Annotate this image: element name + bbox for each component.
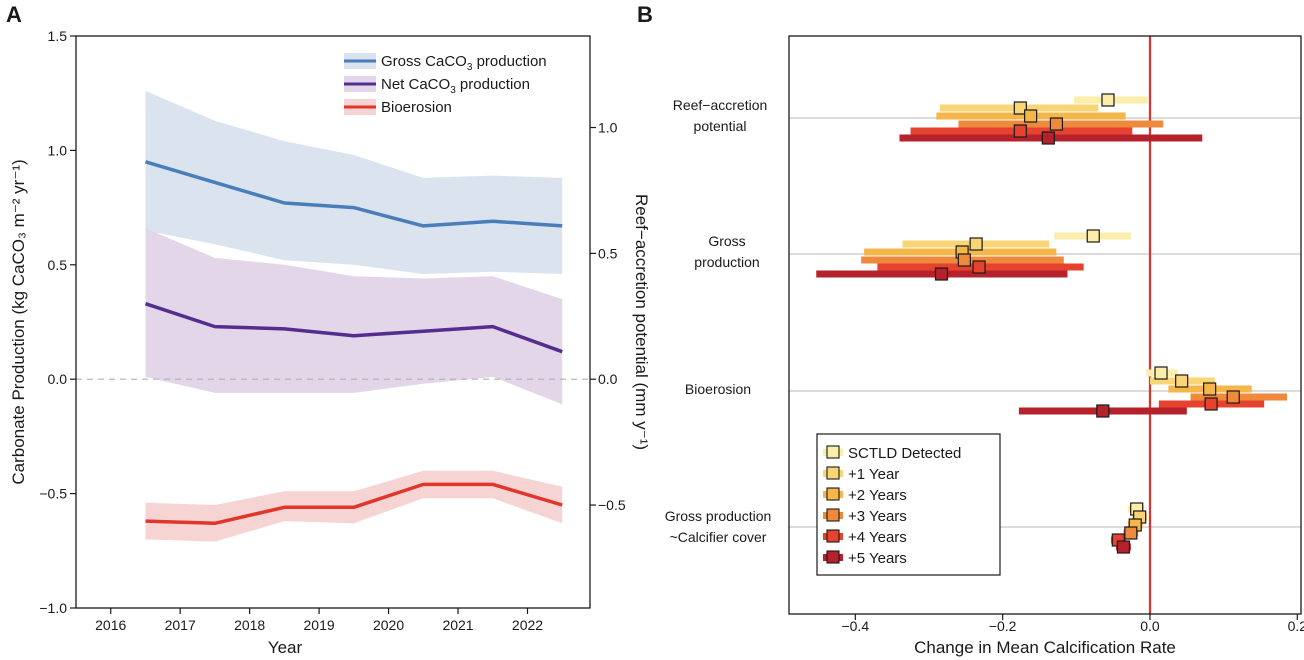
estimate-point	[1024, 109, 1038, 123]
estimate-point	[1124, 526, 1138, 540]
legend-label-tail: production	[456, 76, 530, 93]
estimate-point	[972, 260, 986, 274]
panel-a: A 2016 2017 2018 2019 2020 2021 2022 −1.0 −0.5 0…	[6, 2, 651, 657]
y-tick-label: 0.0	[48, 371, 68, 387]
legend-label-subscript: 3	[450, 85, 456, 96]
ci-band-0	[145, 90, 563, 275]
y-tick-label: −1.0	[39, 600, 67, 616]
category-label-line1: Reef−accretion	[673, 97, 768, 113]
legend-point-swatch	[826, 445, 840, 459]
estimate-point	[1096, 404, 1110, 418]
x-tick-label: 2022	[512, 617, 543, 633]
estimate-point	[1049, 117, 1064, 131]
estimate-point	[1175, 374, 1189, 388]
legend-label-main: Net CaCO	[381, 76, 450, 93]
legend-series-label: SCTLD Detected	[848, 445, 961, 462]
legend-label: Net CaCO3 production	[381, 76, 530, 96]
b-x-tick-label: −0.2	[989, 618, 1017, 634]
right-y-tick-label: 0.5	[598, 245, 618, 261]
ci-band-1	[145, 228, 563, 405]
b-x-tick-label: −0.4	[841, 618, 869, 634]
estimate-point	[1204, 397, 1218, 411]
category-label-line2: production	[694, 254, 759, 270]
panel-a-letter: A	[6, 2, 22, 27]
legend-label-tail: production	[472, 53, 546, 70]
b-x-tick-label: 0.0	[1140, 618, 1160, 634]
category-label-line1: Bioerosion	[685, 381, 751, 397]
legend-series-label: +2 Years	[848, 487, 907, 504]
legend-point-swatch	[826, 529, 840, 543]
estimate-point	[1013, 101, 1027, 115]
estimate-point	[1116, 540, 1131, 554]
x-tick-label: 2018	[234, 617, 265, 633]
series-line-0	[145, 160, 563, 228]
x-tick-label: 2021	[442, 617, 473, 633]
category-label-line1: Gross	[708, 233, 745, 249]
right-y-tick-label: 0.0	[598, 371, 618, 387]
estimate-point	[1041, 131, 1055, 145]
category-label-line2: potential	[694, 118, 747, 134]
b-x-tick-label: 0.2	[1288, 618, 1304, 634]
category-label-line2: ~Calcifier cover	[670, 529, 767, 545]
x-tick-label: 2020	[373, 617, 404, 633]
legend-label-main: Bioerosion	[381, 99, 452, 116]
y-tick-label: 1.0	[48, 142, 68, 158]
legend-point-swatch	[826, 466, 840, 480]
panel-b-x-axis-label: Change in Mean Calcification Rate	[914, 638, 1176, 657]
y-tick-label: 1.5	[48, 28, 68, 44]
legend-series-label: +1 Year	[848, 466, 899, 483]
right-y-tick-label: −0.5	[598, 497, 626, 513]
y-tick-label: 0.5	[48, 257, 68, 273]
panel-a-plot-frame	[75, 35, 591, 609]
x-tick-label: 2016	[95, 617, 126, 633]
estimate-point	[1226, 390, 1240, 404]
legend-series-label: +4 Years	[848, 529, 907, 546]
x-tick-label: 2019	[304, 617, 335, 633]
legend-label: Gross CaCO3 production	[381, 53, 547, 73]
x-tick-label: 2017	[165, 617, 196, 633]
category-label-line1: Gross production	[665, 508, 772, 524]
panel-b: B Reef−accretion potential Gross production…	[637, 2, 1304, 657]
panel-a-y-axis-label: Carbonate Production (kg CaCO₃ m⁻² yr⁻¹)	[9, 159, 28, 484]
y-tick-label: −0.5	[39, 486, 67, 502]
estimate-point	[1101, 93, 1115, 107]
legend-series-label: +5 Years	[848, 550, 907, 567]
legend-point-swatch	[826, 550, 840, 564]
panel-b-plot-frame	[788, 35, 1302, 615]
panel-a-x-axis-label: Year	[268, 638, 303, 657]
panel-a-right-y-axis-label: Reef−accretion potential (mm y⁻¹)	[632, 194, 651, 450]
estimate-point	[969, 237, 983, 251]
legend-box	[816, 433, 1001, 576]
legend-label-subscript: 3	[467, 62, 473, 73]
estimate-point	[1203, 382, 1217, 396]
estimate-point	[957, 253, 971, 267]
legend-point-swatch	[826, 508, 840, 522]
panel-b-legend: SCTLD Detected +1 Year +2 Years +3 Years +4 …	[816, 433, 1001, 576]
right-y-tick-label: 1.0	[598, 120, 618, 136]
estimate-point	[934, 267, 949, 281]
series-line-2	[145, 482, 563, 526]
panel-b-letter: B	[637, 2, 653, 27]
series-line-1	[144, 302, 563, 354]
estimate-point	[1086, 229, 1100, 243]
estimate-point	[1013, 124, 1027, 138]
legend-label-main: Gross CaCO	[381, 53, 467, 70]
legend-label: Bioerosion	[381, 99, 452, 116]
legend-series-label: +3 Years	[848, 508, 907, 525]
estimate-point	[1154, 366, 1168, 380]
legend-point-swatch	[826, 487, 840, 501]
